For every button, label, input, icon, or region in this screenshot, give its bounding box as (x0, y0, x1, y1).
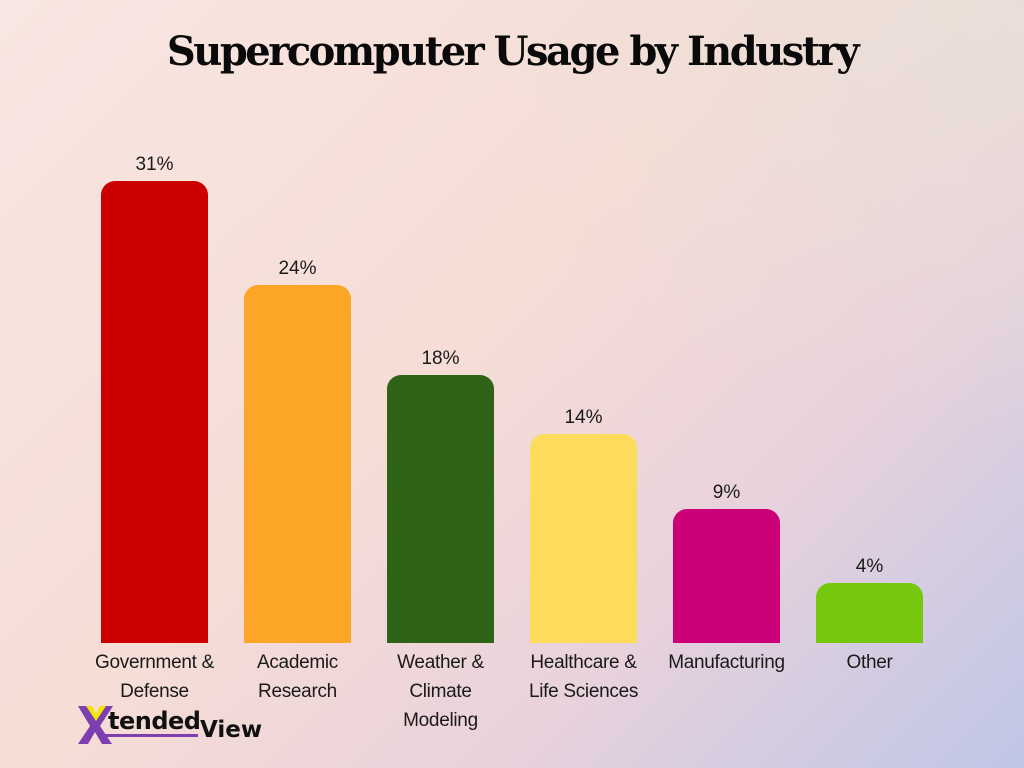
bar (101, 181, 208, 643)
category-label: Healthcare & Life Sciences (528, 652, 639, 702)
bar-value-label: 14% (564, 407, 603, 429)
chart-title: Supercomputer Usage by Industry (166, 28, 860, 75)
bar (387, 374, 494, 643)
category-label: Manufacturing (668, 652, 785, 673)
brand-logo: tended View (78, 704, 268, 744)
bar-value-label: 9% (712, 481, 741, 503)
bar (816, 583, 923, 643)
category-label: Weather & Climate Modeling (397, 652, 484, 731)
logo-underline (102, 734, 198, 737)
bar (673, 508, 780, 643)
category-label: Other (846, 652, 893, 673)
logo-text: tended (108, 707, 201, 735)
bar-value-label: 24% (278, 258, 317, 280)
bar (244, 285, 351, 643)
bar-value-label: 31% (135, 154, 174, 175)
bar (530, 434, 637, 643)
bar-value-label: 4% (855, 556, 884, 578)
bar-value-label: 18% (421, 347, 460, 369)
logo-text-view: View (200, 717, 263, 743)
category-label: Academic Research (256, 652, 339, 702)
category-label: Government & Defense (95, 652, 214, 702)
